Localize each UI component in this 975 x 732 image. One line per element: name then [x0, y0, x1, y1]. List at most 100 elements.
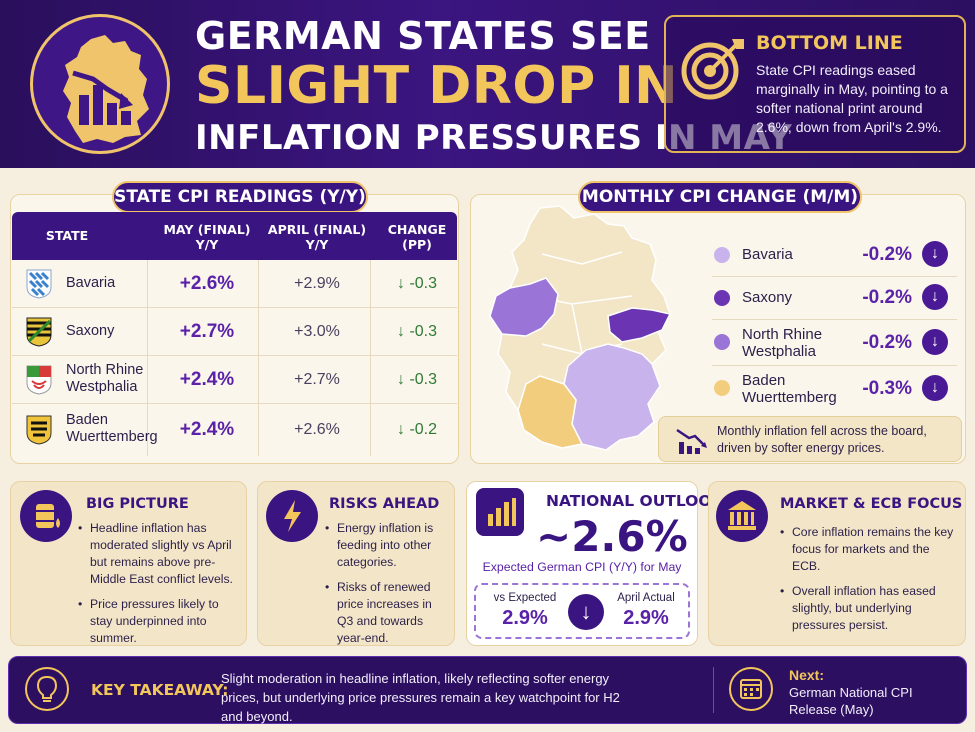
lightbulb-icon	[25, 667, 69, 711]
legend-dot	[714, 334, 730, 350]
monthly-item-bavaria: Bavaria -0.2% ↓	[704, 234, 959, 276]
down-arrow-icon: ↓	[396, 275, 410, 292]
germany-map	[489, 205, 672, 451]
vs-expected-label: vs Expected	[493, 592, 557, 604]
col-apr-2: Y/Y	[305, 237, 329, 252]
table-row: Baden Wuerttemberg +2.4% +2.6% ↓ -0.2	[12, 404, 457, 456]
bottom-line-title: BOTTOM LINE	[756, 32, 903, 54]
monthly-value: -0.2%	[862, 244, 912, 265]
down-arrow-icon: ↓	[568, 594, 604, 630]
monthly-item-bw: Baden Wuerttemberg -0.3% ↓	[704, 368, 959, 410]
page-title-line1: GERMAN STATES SEE	[195, 14, 651, 58]
risks-title: RISKS AHEAD	[329, 496, 440, 512]
bullet-item: Price pressures likely to stay underpinn…	[78, 596, 240, 647]
bank-icon	[716, 490, 768, 542]
monthly-note-box: Monthly inflation fell across the board,…	[658, 416, 962, 462]
page-title-line2: SLIGHT DROP IN	[195, 56, 679, 116]
bullet-item: Energy inflation is feeding into other c…	[325, 520, 449, 571]
oil-barrel-icon	[20, 490, 72, 542]
april-value: +2.6%	[294, 421, 340, 438]
market-title: MARKET & ECB FOCUS	[780, 496, 963, 512]
state-name: North Rhine	[66, 362, 144, 378]
down-arrow-icon: ↓	[396, 421, 410, 438]
table-row: Bavaria +2.6% +2.9% ↓ -0.3	[12, 260, 457, 308]
down-arrow-icon: ↓	[922, 241, 948, 267]
monthly-note-text: Monthly inflation fell across the board,…	[717, 424, 927, 455]
saxony-flag-icon	[26, 317, 52, 347]
monthly-state-name-line2: Wuerttemberg	[742, 389, 837, 406]
monthly-item-saxony: Saxony -0.2% ↓	[704, 277, 959, 319]
state-cpi-title: STATE CPI READINGS (Y/Y)	[112, 181, 368, 213]
monthly-value: -0.3%	[862, 378, 912, 399]
col-may-2: Y/Y	[195, 237, 219, 252]
state-name: Bavaria	[66, 275, 116, 291]
bullet-item: Risks of renewed price increases in Q3 a…	[325, 579, 449, 647]
monthly-cpi-title: MONTHLY CPI CHANGE (M/M)	[578, 181, 862, 213]
vs-expected-value: 2.9%	[502, 607, 548, 629]
monthly-state-name-line2: Westphalia	[742, 343, 816, 360]
bw-flag-icon	[26, 415, 52, 445]
market-bullets: Core inflation remains the key focus for…	[780, 524, 956, 642]
down-arrow-icon: ↓	[396, 323, 410, 340]
col-state: STATE	[45, 228, 89, 243]
col-chg-1: CHANGE	[387, 222, 447, 237]
state-name: Baden	[66, 412, 108, 428]
takeaway-text: Slight moderation in headline inflation,…	[221, 671, 620, 724]
april-value: +2.7%	[294, 371, 340, 388]
takeaway-label: KEY TAKEAWAY:	[91, 681, 229, 699]
change-value: ↓ -0.2	[396, 421, 438, 438]
change-value: ↓ -0.3	[396, 371, 438, 388]
state-name-line2: Wuerttemberg	[66, 429, 158, 445]
legend-dot	[714, 380, 730, 396]
state-name: Saxony	[66, 323, 115, 339]
bullet-item: Overall inflation has eased slightly, bu…	[780, 583, 956, 634]
monthly-state-name: Baden	[742, 372, 786, 389]
table-row: Saxony +2.7% +3.0% ↓ -0.3	[12, 308, 457, 356]
calendar-icon	[729, 667, 773, 711]
big-picture-bullets: Headline inflation has moderated slightl…	[78, 520, 240, 655]
outlook-caption: Expected German CPI (Y/Y) for May	[482, 560, 682, 574]
outlook-title: NATIONAL OUTLOOK	[546, 492, 724, 510]
outlook-compare-box: vs Expected 2.9% ↓ April Actual 2.9%	[474, 583, 690, 639]
down-arrow-icon: ↓	[396, 371, 410, 388]
bottom-line-box: BOTTOM LINE State CPI readings eased mar…	[664, 15, 966, 153]
col-may-1: MAY (FINAL)	[163, 222, 251, 237]
monthly-state-name: Saxony	[742, 289, 793, 306]
key-takeaway-bar: KEY TAKEAWAY: Slight moderation in headl…	[8, 656, 967, 724]
down-arrow-icon: ↓	[922, 329, 948, 355]
next-label: Next:	[789, 667, 825, 683]
bavaria-flag-icon	[26, 269, 52, 299]
may-value: +2.7%	[179, 321, 235, 342]
monthly-state-name: Bavaria	[742, 246, 793, 263]
col-chg-2: (PP)	[402, 237, 432, 252]
down-arrow-icon: ↓	[922, 284, 948, 310]
big-picture-title: BIG PICTURE	[86, 496, 189, 512]
target-icon	[678, 33, 748, 108]
outlook-value: ~2.6%	[536, 512, 688, 561]
may-value: +2.6%	[179, 273, 235, 294]
legend-dot	[714, 247, 730, 263]
monthly-value: -0.2%	[862, 332, 912, 353]
monthly-value: -0.2%	[862, 287, 912, 308]
change-value: ↓ -0.3	[396, 275, 438, 292]
bottom-line-text: State CPI readings eased marginally in M…	[756, 62, 948, 135]
down-arrow-icon: ↓	[922, 375, 948, 401]
bullet-item: Core inflation remains the key focus for…	[780, 524, 956, 575]
col-apr-1: APRIL (FINAL)	[267, 222, 367, 237]
nrw-flag-icon	[26, 365, 52, 395]
state-table-header: STATE MAY (FINAL) Y/Y APRIL (FINAL) Y/Y …	[12, 212, 457, 260]
declining-chart-icon	[676, 428, 707, 454]
monthly-state-name: North Rhine	[742, 326, 823, 343]
risks-bullets: Energy inflation is feeding into other c…	[325, 520, 449, 655]
header-banner: GERMAN STATES SEE SLIGHT DROP IN INFLATI…	[0, 0, 975, 168]
april-value: +2.9%	[294, 275, 340, 292]
bar-chart-icon	[476, 488, 524, 536]
monthly-item-nrw: North Rhine Westphalia -0.2% ↓	[704, 322, 959, 364]
april-actual-label: April Actual	[617, 592, 675, 604]
table-row: North Rhine Westphalia +2.4% +2.7% ↓ -0.…	[12, 356, 457, 404]
change-value: ↓ -0.3	[396, 323, 438, 340]
bullet-item: Headline inflation has moderated slightl…	[78, 520, 240, 588]
april-actual-value: 2.9%	[623, 607, 669, 629]
legend-dot	[714, 290, 730, 306]
state-name-line2: Westphalia	[66, 379, 138, 395]
